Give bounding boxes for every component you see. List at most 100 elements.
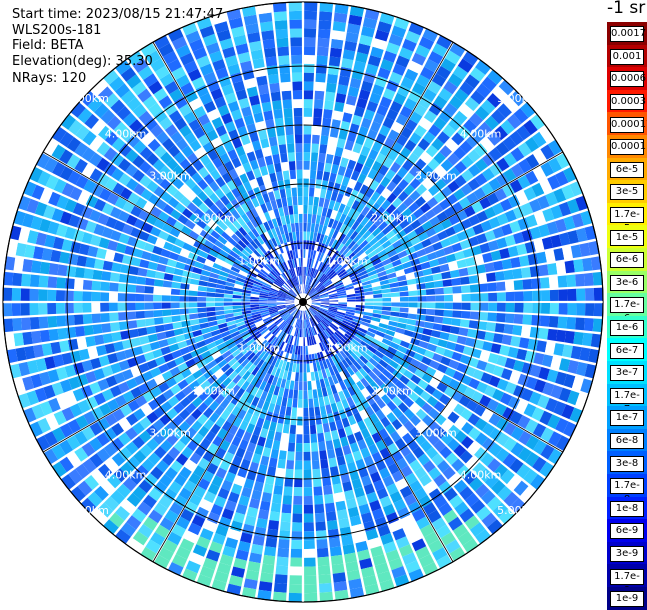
radar-gate [265,537,278,548]
radar-gate [215,524,229,537]
radar-gate [294,249,299,259]
radar-gate [385,230,396,240]
radar-gate [294,125,303,135]
radar-gate [77,190,91,205]
radar-gate [314,371,320,381]
radar-gate [197,478,211,491]
radar-gate [449,546,466,562]
radar-gate [280,152,288,163]
radar-gate [415,320,425,328]
radar-gate [293,495,303,505]
radar-gate [399,359,410,369]
radar-gate [392,239,403,249]
radar-gate [230,395,241,406]
radar-gate [327,376,335,386]
radar-gate [273,109,283,119]
radar-gate [386,181,397,192]
radar-gate [454,430,467,443]
radar-gate [484,385,497,398]
radar-gate [350,170,360,181]
radar-gate [82,291,92,302]
radar-gate [283,486,293,496]
radar-gate [251,313,261,319]
radar-gate [344,407,353,418]
radar-gate [240,267,250,274]
radar-gate [309,290,317,297]
radar-gate [132,248,144,258]
radar-gate [15,242,27,257]
radar-gate [141,250,152,261]
radar-gate [255,275,265,282]
radar-gate [165,377,177,388]
radar-gate [346,304,356,308]
radar-gate [261,314,271,320]
radar-gate [349,271,358,278]
radar-gate [249,328,259,336]
radar-gate [67,170,81,185]
radar-gate [303,337,306,347]
radar-gate [423,88,437,102]
radar-gate [359,409,369,420]
radar-gate [199,63,214,76]
radar-gate [329,466,339,477]
radar-gate [278,225,285,235]
radar-gate [368,237,379,247]
radar-gate [324,493,334,504]
radar-gate [320,405,327,416]
radar-gate [431,389,444,400]
radar-gate [305,285,309,294]
radar-gate [52,461,67,478]
radar-gate [183,332,194,340]
radar-gate [253,407,262,418]
radar-gate [50,249,62,263]
radar-gate [83,411,97,425]
radar-gate [257,258,266,267]
radar-gate [118,173,132,186]
range-ring-label: 1.00km [326,342,368,355]
radar-gate [153,317,164,325]
radar-gate [289,317,295,326]
radar-gate [50,341,62,355]
radar-gate [374,172,385,184]
radar-gate [335,266,344,275]
radar-gate [251,197,260,208]
radar-gate [125,149,139,163]
radar-gate [439,446,453,459]
radar-gate [196,255,207,264]
radar-gate [152,172,165,185]
radar-gate [253,249,262,259]
radar-gate [329,346,337,356]
radar-gate [328,366,335,376]
radar-gate [130,386,143,399]
radar-gate [125,427,138,441]
radar-gate [51,144,66,160]
radar-gate [279,263,286,273]
colorbar-cell: 1.7e-7 [607,383,647,415]
radar-gate [163,488,178,502]
radar-gate [214,225,224,235]
radar-gate [221,245,232,254]
radar-gate [564,260,575,274]
radar-gate [325,339,332,348]
radar-gate [262,282,272,288]
radar-gate [191,396,203,408]
radar-gate [205,208,216,219]
radar-gate [215,284,226,290]
radar-gate [377,570,392,583]
radar-gate [304,284,308,294]
radar-gate [383,50,397,63]
radar-gate [35,232,47,246]
radar-gate [45,174,59,190]
radar-gate [375,183,386,195]
radar-gate [121,254,133,265]
radar-gate [539,461,554,478]
radar-gate [148,487,163,502]
radar-gate [339,66,352,78]
radar-gate [304,319,307,329]
radar-gate [98,355,110,367]
radar-gate [274,339,281,348]
radar-gate [427,158,440,171]
radar-gate [298,204,303,214]
radar-gate [494,323,505,333]
radar-gate [113,468,128,483]
